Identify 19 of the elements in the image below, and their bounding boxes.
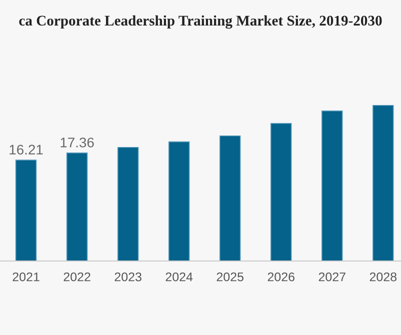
x-tick-label: 2024 — [166, 272, 193, 282]
bar — [66, 152, 88, 261]
data-label: 16.21 — [10, 144, 43, 155]
bar — [322, 110, 343, 261]
x-tick-label: 2021 — [12, 272, 40, 282]
bar — [15, 160, 37, 261]
x-tick-label: 2028 — [370, 272, 397, 282]
bar — [372, 104, 394, 261]
x-tick-label: 2023 — [114, 272, 142, 282]
bar — [117, 146, 139, 261]
x-tick-label: 2027 — [318, 272, 346, 282]
bar — [168, 141, 190, 261]
x-tick-label: 2026 — [268, 272, 294, 282]
bar — [270, 123, 292, 261]
x-tick-label: 2022 — [64, 272, 90, 282]
data-label: 17.36 — [60, 138, 94, 148]
x-tick-label: 2025 — [216, 272, 244, 282]
chart-title: ca Corporate Leadership Training Market Size, 2019-2030 — [19, 15, 382, 29]
bar — [219, 135, 241, 261]
